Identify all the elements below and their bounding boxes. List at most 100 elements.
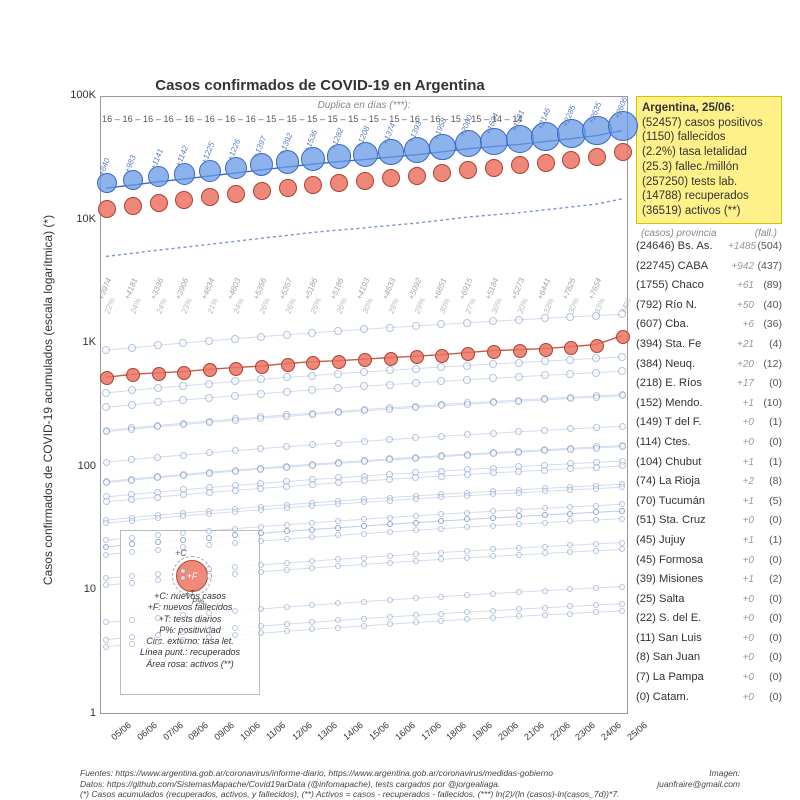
province-trace-dot (464, 493, 470, 499)
province-increment: +2 (728, 476, 754, 487)
province-trace-dot (128, 344, 136, 352)
province-trace-dot (180, 472, 187, 479)
deaths-series-bubble (332, 355, 346, 369)
province-trace-dot (309, 411, 316, 418)
province-trace-dot (619, 601, 625, 607)
summary-line: (2.2%) tasa letalidad (642, 145, 776, 160)
province-trace-dot (464, 431, 471, 438)
province-increment: +0 (728, 692, 754, 703)
legend-box: +C: nuevos casos +F: nuevos fallecidos +… (120, 530, 260, 695)
province-trace-dot (516, 606, 522, 612)
province-trace-dot (619, 423, 626, 430)
province-deaths: (0) (754, 593, 782, 605)
deaths-inner-bubble (279, 179, 297, 197)
province-trace-dot (516, 552, 522, 558)
summary-line: (36519) activos (**) (642, 204, 776, 219)
province-trace-dot (232, 571, 238, 577)
province-trace-dot (516, 589, 522, 595)
province-trace-dot (567, 611, 573, 617)
province-trace-dot (361, 438, 368, 445)
province-trace-dot (541, 371, 549, 379)
prov-header-left: (casos) provincia (641, 228, 717, 239)
x-tick-label: 18/06 (445, 720, 469, 742)
province-trace-dot (360, 368, 368, 376)
province-trace-dot (592, 312, 600, 320)
province-deaths: (437) (754, 260, 782, 272)
province-trace-dot (464, 452, 471, 459)
province-trace-dot (335, 440, 342, 447)
province-trace-dot (334, 370, 342, 378)
province-trace-dot (542, 544, 548, 550)
province-trace-dot (490, 430, 497, 437)
province-trace-dot (335, 479, 342, 486)
province-trace-dot (619, 584, 625, 590)
province-trace-dot (490, 615, 496, 621)
province-trace-dot (593, 503, 599, 509)
province-name: (792) Río N. (636, 299, 728, 311)
province-row: (39) Misiones+1(2) (636, 573, 782, 593)
province-increment: +0 (728, 672, 754, 683)
deaths-series-bubble (564, 341, 578, 355)
prov-header-right: (fall.) (755, 228, 777, 239)
y-tick-label: 100 (66, 460, 96, 472)
province-name: (22) S. del E. (636, 612, 728, 624)
province-trace-dot (593, 424, 600, 431)
province-row: (51) Sta. Cruz+0(0) (636, 514, 782, 534)
deaths-inner-bubble (614, 143, 632, 161)
x-tick-label: 06/06 (135, 720, 159, 742)
province-trace-dot (541, 314, 549, 322)
province-trace-dot (593, 445, 600, 452)
province-trace-dot (361, 623, 367, 629)
province-trace-dot (593, 464, 600, 471)
province-increment: +21 (728, 339, 754, 350)
province-trace-dot (103, 428, 110, 435)
province-trace-dot (232, 509, 238, 515)
province-trace-dot (413, 558, 419, 564)
x-tick-label: 07/06 (161, 720, 185, 742)
x-tick-label: 11/06 (264, 720, 287, 742)
province-name: (114) Ctes. (636, 436, 728, 448)
province-trace-dot (413, 513, 419, 519)
province-deaths: (2) (754, 573, 782, 585)
province-list-header: (casos) provincia (fall.) (636, 228, 782, 239)
province-trace-dot (283, 483, 290, 490)
province-trace-dot (154, 341, 162, 349)
deaths-series-bubble (152, 367, 166, 381)
province-trace-dot (258, 623, 264, 629)
province-trace-dot (541, 467, 548, 474)
x-tick-label: 22/06 (548, 720, 572, 742)
province-trace-dot (231, 392, 239, 400)
province-trace-dot (490, 523, 496, 529)
province-increment: +1485 (728, 241, 756, 252)
province-trace-dot (103, 644, 109, 650)
province-increment: +1 (728, 574, 754, 585)
province-row: (792) Río N.+50(40) (636, 299, 782, 319)
province-trace-dot (490, 608, 496, 614)
footer-notes: Fuentes: https://www.argentina.gob.ar/co… (80, 768, 740, 800)
province-trace-dot (619, 443, 626, 450)
province-increment: +1 (728, 398, 754, 409)
province-trace-dot (309, 527, 315, 533)
province-trace-dot (387, 560, 393, 566)
province-trace-dot (232, 447, 239, 454)
province-row: (8) San Juan+0(0) (636, 651, 782, 671)
province-trace-dot (335, 625, 341, 631)
province-trace-dot (155, 615, 161, 621)
province-trace-dot (593, 548, 599, 554)
province-trace-dot (542, 612, 548, 618)
province-trace-dot (180, 637, 186, 643)
province-name: (149) T del F. (636, 416, 728, 428)
province-name: (384) Neuq. (636, 358, 728, 370)
province-trace-dot (361, 599, 367, 605)
legend-text: Línea punt.: recuperados (127, 647, 253, 658)
summary-line: (25.3) fallec./millón (642, 160, 776, 175)
legend-text: Área rosa: activos (**) (127, 659, 253, 670)
province-trace-dot (413, 527, 419, 533)
province-name: (51) Sta. Cruz (636, 514, 728, 526)
province-deaths: (10) (754, 397, 782, 409)
province-deaths: (36) (754, 318, 782, 330)
province-increment: +0 (728, 652, 754, 663)
province-trace-dot (542, 588, 548, 594)
province-trace-dot (232, 526, 238, 532)
province-name: (607) Cba. (636, 318, 728, 330)
